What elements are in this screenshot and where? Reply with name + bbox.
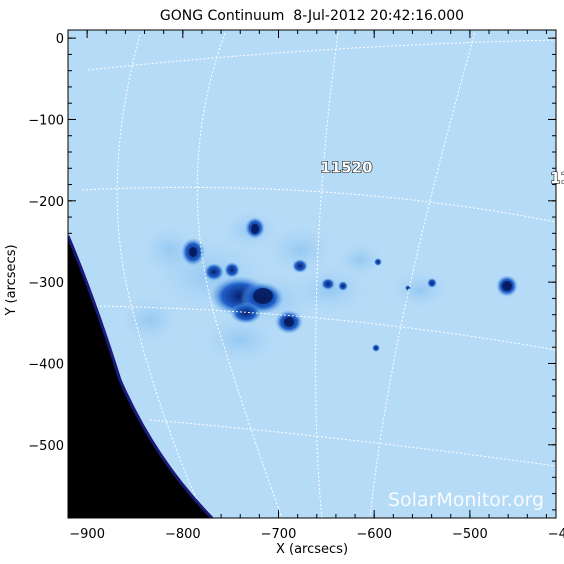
x-tick-label: −800 [165,527,201,542]
region-label: 11519 [550,169,564,187]
sunspot-umbra [251,224,259,234]
region-label: 11520 [320,158,372,176]
sunspot [372,344,380,352]
y-tick-label: −400 [28,357,64,372]
grid-latitude-line [149,419,556,467]
grid-longitude-line [315,32,339,518]
sunspot [224,262,240,278]
sunspot [338,281,348,291]
active-region-labels: 11520 11519 [320,158,564,188]
sunspot [230,302,262,324]
x-axis: −900 −800 −700 −600 −500 −400 [69,30,564,542]
y-axis: 0 −100 −200 −300 −400 −500 [28,32,556,511]
plage-patch [200,315,280,365]
grid-latitude-line [95,305,556,351]
off-limb-space [68,236,212,518]
plage-patch [120,295,180,345]
grid-longitude-line [369,32,476,518]
grid-latitude-line [81,186,556,223]
sunspot [427,278,437,288]
grid-longitude-line [196,32,283,518]
sunspot [321,278,335,290]
x-tick-label: −600 [356,527,392,542]
plage-patch [390,270,450,310]
plot-frame [67,29,557,519]
sunspot-umbra [284,317,294,327]
y-tick-label: −100 [28,113,64,128]
sunspot [374,258,382,266]
x-axis-label: X (arcsecs) [276,542,348,557]
sunspot-umbra [502,281,512,291]
sunspot-group [181,217,518,352]
x-tick-label: −500 [452,527,488,542]
sunspot-umbra [253,288,273,304]
plot-title: GONG Continuum 8-Jul-2012 20:42:16.000 [160,8,464,24]
x-tick-label: −700 [261,527,297,542]
y-tick-label: −200 [28,195,64,210]
watermark-text: SolarMonitor.org [388,489,544,511]
x-tick-label: −900 [69,527,105,542]
plage-patch [265,225,335,275]
sunspot [204,263,224,281]
y-tick-label: −300 [28,276,64,291]
x-tick-label: −400 [548,527,564,542]
heliographic-grid [81,32,556,518]
plage-patch [140,225,200,275]
y-tick-label: −500 [28,439,64,454]
plage-patch [335,242,385,278]
grid-latitude-line [87,39,556,71]
plage-patch [290,265,370,315]
sunspot-umbra [189,247,197,257]
y-axis-label: Y (arcsecs) [4,244,19,316]
solar-limb [68,235,214,518]
sunspot [292,259,308,273]
y-tick-label: 0 [56,32,64,47]
